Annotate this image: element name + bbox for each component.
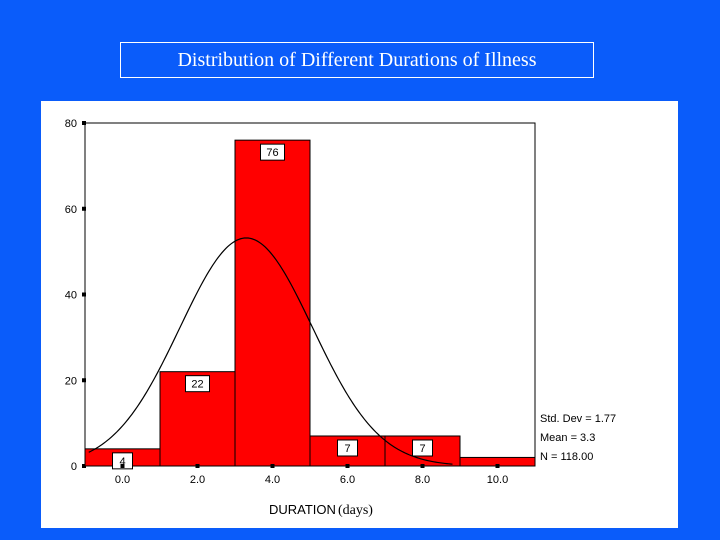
bar-value-label: 4 bbox=[119, 456, 125, 468]
x-tick-label: 0.0 bbox=[115, 474, 130, 486]
x-axis-title: DURATION (days) bbox=[269, 501, 373, 519]
x-tick-label: 6.0 bbox=[340, 474, 355, 486]
y-tick-mark bbox=[82, 464, 86, 468]
bar-value-label: 7 bbox=[419, 443, 425, 455]
y-tick-label: 0 bbox=[71, 461, 77, 473]
normal-curve-line bbox=[88, 237, 453, 465]
bar-value-box bbox=[112, 452, 133, 470]
x-tick-label: 2.0 bbox=[190, 474, 205, 486]
bar-value-label: 22 bbox=[191, 379, 203, 391]
y-tick-label: 20 bbox=[65, 375, 77, 387]
x-tick-mark bbox=[420, 464, 425, 468]
y-tick-label: 60 bbox=[65, 204, 77, 216]
x-tick-mark bbox=[270, 464, 275, 468]
bar-value-label: 76 bbox=[266, 147, 278, 159]
x-tick-label: 8.0 bbox=[415, 474, 430, 486]
x-tick-mark bbox=[345, 464, 350, 468]
x-axis-label: DURATION bbox=[269, 502, 336, 517]
y-tick-mark bbox=[82, 121, 86, 125]
bar-value-box bbox=[337, 439, 358, 457]
x-tick-label: 10.0 bbox=[487, 474, 508, 486]
stat-std-dev: Std. Dev = 1.77 bbox=[540, 413, 617, 425]
x-axis-unit: (days) bbox=[337, 503, 373, 518]
stat-mean: Mean = 3.3 bbox=[540, 432, 596, 444]
x-tick-label: 4.0 bbox=[265, 474, 280, 486]
y-tick-label: 40 bbox=[65, 290, 77, 302]
y-tick-label: 80 bbox=[65, 118, 77, 130]
histogram-chart: 0 20 40 60 80 4 22 76 7 7 0.0 2.0 4.0 6.0 8.0 10.0 bbox=[65, 118, 536, 486]
x-tick-mark bbox=[195, 464, 200, 468]
bar-value-box bbox=[185, 375, 210, 393]
bar-value-box bbox=[260, 143, 285, 161]
y-tick-mark bbox=[82, 292, 86, 297]
histogram-bar bbox=[234, 139, 311, 467]
y-tick-mark bbox=[82, 206, 86, 211]
y-tick-mark bbox=[82, 378, 86, 383]
stat-n: N = 118.00 bbox=[540, 451, 594, 463]
x-tick-mark bbox=[495, 464, 500, 468]
x-tick-mark bbox=[120, 464, 125, 468]
slide-title: Distribution of Different Durations of I… bbox=[120, 42, 594, 78]
chart-panel: 0 20 40 60 80 4 22 76 7 7 0.0 2.0 4.0 6.0 8.0 10.0 Std.… bbox=[41, 101, 678, 528]
bar-value-label: 7 bbox=[344, 443, 350, 455]
bar-value-box bbox=[412, 439, 433, 457]
